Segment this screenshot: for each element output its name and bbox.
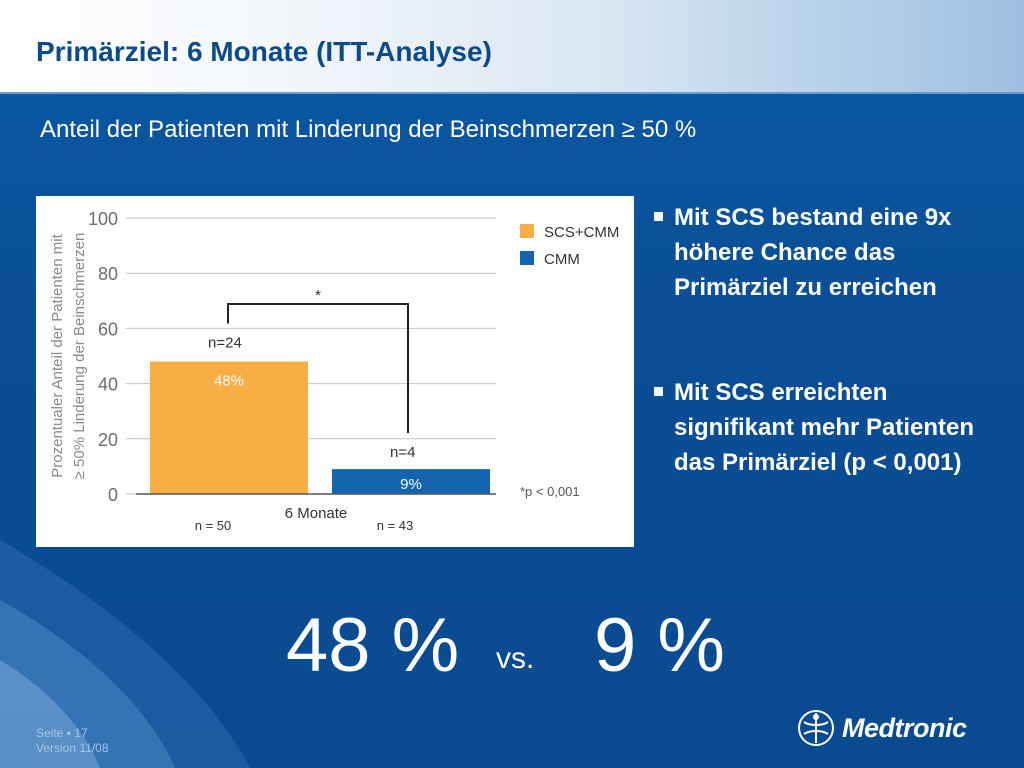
significance-marker: *: [315, 287, 321, 304]
bullet-square-icon: [654, 387, 663, 396]
significance-bracket: [227, 303, 409, 434]
bullet-text: Mit SCS erreichten signifikant mehr Pati…: [674, 379, 975, 476]
bar-scs-cmm: [150, 361, 308, 494]
y-tick-label: 80: [98, 264, 118, 284]
slide-subtitle: Anteil der Patienten mit Linderung der B…: [40, 116, 697, 143]
bar-count-label: n=24: [208, 335, 242, 352]
y-tick-label: 60: [98, 319, 118, 339]
bullet-text: Mit SCS bestand eine 9x höhere Chance da…: [674, 204, 952, 301]
x-category-label: 6 Monate: [285, 505, 348, 522]
y-tick-label: 100: [88, 209, 118, 229]
y-tick-label: 0: [108, 485, 118, 505]
footer-page: Seite ▪ 17: [36, 726, 88, 740]
headline-comparison: 48 % vs. 9 %: [0, 602, 1024, 692]
bar-count-label: n=4: [390, 444, 415, 461]
bar-chart: 0 20 40 60 80 100 Prozentualer Anteil der Pati…: [49, 209, 619, 533]
medtronic-logo: Medtronic: [796, 706, 996, 750]
y-axis-label: Prozentualer Anteil der Patienten mit: [49, 233, 66, 477]
medtronic-logo-icon: [798, 710, 834, 746]
slide-title: Primärziel: 6 Monate (ITT-Analyse): [36, 36, 492, 67]
chart-panel: 0 20 40 60 80 100 Prozentualer Anteil der Pati…: [36, 196, 634, 547]
logo-wordmark: Medtronic: [842, 712, 967, 743]
legend-swatch-cmm: [520, 251, 534, 265]
y-tick-label: 40: [98, 375, 118, 395]
y-tick-label: 20: [98, 430, 118, 450]
bullet-item: Mit SCS bestand eine 9x höhere Chance da…: [652, 200, 1002, 305]
header-band: Primärziel: 6 Monate (ITT-Analyse): [0, 0, 1024, 94]
headline-value-cmm: 9 %: [594, 603, 725, 688]
headline-value-scs: 48 %: [286, 603, 460, 688]
bullet-item: Mit SCS erreichten signifikant mehr Pati…: [652, 375, 1002, 480]
legend-swatch-scs-cmm: [520, 224, 534, 238]
legend-label: CMM: [544, 251, 580, 268]
bar-n-label: n = 43: [377, 518, 414, 533]
footer-version: Version 11/08: [36, 741, 109, 755]
bar-n-label: n = 50: [195, 518, 232, 533]
bar-data-label: 9%: [400, 476, 422, 493]
bullet-square-icon: [654, 212, 663, 221]
footer: Seite ▪ 17 Version 11/08: [36, 726, 109, 756]
bar-data-label: 48%: [214, 373, 244, 390]
legend-label: SCS+CMM: [544, 224, 619, 241]
y-axis-label: ≥ 50% Linderung der Beinschmerzen: [71, 233, 88, 480]
bar-cmm: [332, 469, 490, 494]
bullet-list: Mit SCS bestand eine 9x höhere Chance da…: [652, 200, 1002, 480]
headline-vs: vs.: [496, 642, 535, 675]
chart-footnote: *p < 0,001: [520, 484, 580, 499]
